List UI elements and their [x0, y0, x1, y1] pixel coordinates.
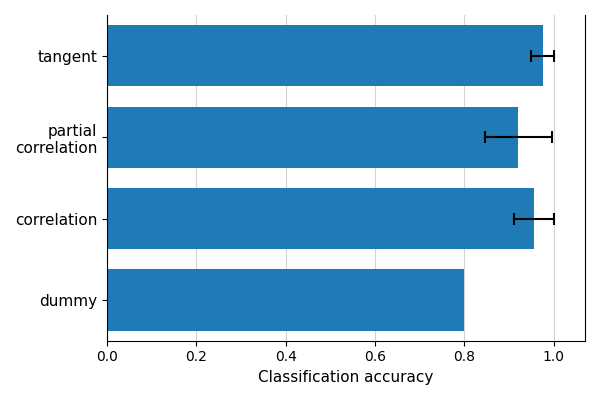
Bar [107, 25, 542, 86]
Bar [107, 188, 533, 249]
Bar [107, 270, 464, 330]
X-axis label: Classification accuracy: Classification accuracy [259, 370, 434, 385]
Bar [107, 107, 518, 168]
